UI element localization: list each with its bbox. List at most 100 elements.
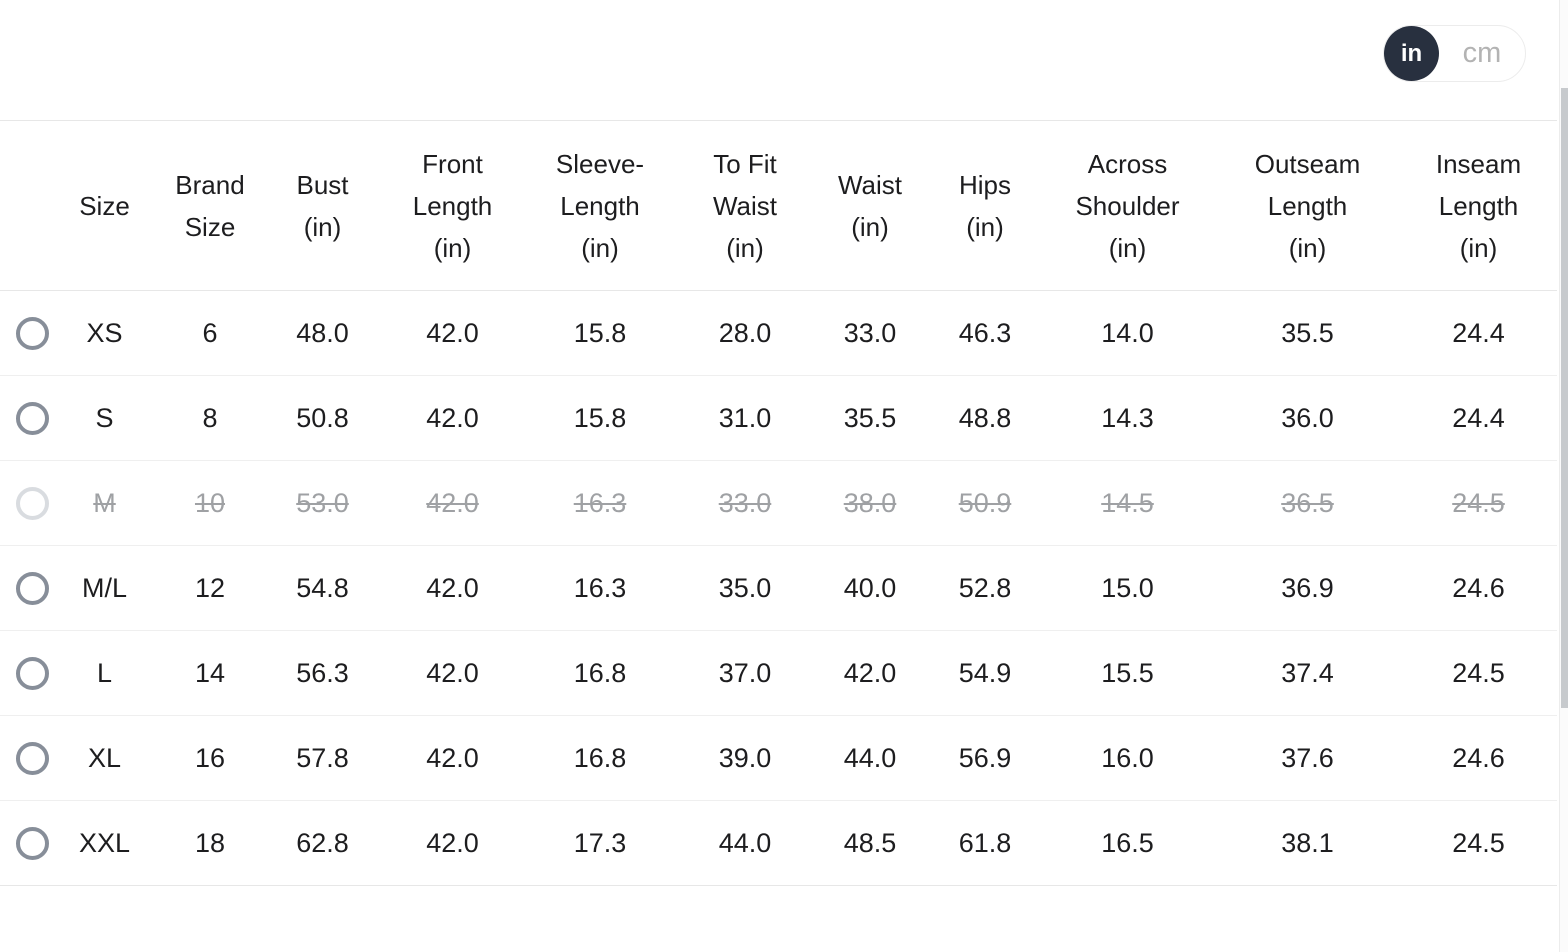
cell-to-fit-waist: 33.0 (718, 487, 772, 518)
cell-bust: 48.0 (296, 317, 349, 348)
cell-size: XS (0, 291, 160, 376)
cell-front-length: 42.0 (426, 657, 479, 688)
cell-outseam-length: 36.0 (1281, 402, 1334, 433)
cell-hips: 61.8 (958, 827, 1012, 858)
size-label: L (96, 657, 113, 688)
cell-sleeve-length: 17.3 (573, 827, 627, 858)
cell-hips: 54.9 (958, 657, 1012, 688)
size-radio[interactable] (16, 571, 49, 605)
column-header-waist: Waist (in) (837, 169, 903, 242)
cell-across-shoulder: 14.0 (1101, 317, 1154, 348)
size-label: XXL (78, 827, 131, 858)
size-radio[interactable] (16, 656, 49, 690)
table-row[interactable]: S 8 50.8 42.0 15.8 31.0 35.5 48.8 14.3 3… (0, 376, 1557, 461)
size-radio[interactable] (16, 401, 49, 435)
size-label: XS (86, 317, 123, 348)
cell-brand-size: 12 (194, 572, 226, 603)
cell-inseam-length: 24.5 (1452, 487, 1505, 518)
cell-outseam-length: 37.6 (1281, 742, 1334, 773)
cell-bust: 57.8 (296, 742, 349, 773)
table-header-row: Size Brand Size Bust (in) Front Length (… (0, 120, 1557, 291)
size-radio[interactable] (16, 486, 49, 520)
cell-size: XL (0, 716, 160, 801)
size-radio[interactable] (16, 826, 49, 860)
table-row[interactable]: XS 6 48.0 42.0 15.8 28.0 33.0 46.3 14.0 … (0, 291, 1557, 376)
cell-hips: 52.8 (958, 572, 1012, 603)
table-row[interactable]: M/L 12 54.8 42.0 16.3 35.0 40.0 52.8 15.… (0, 546, 1557, 631)
cell-bust: 62.8 (296, 827, 349, 858)
cell-brand-size: 10 (194, 487, 226, 518)
size-radio[interactable] (16, 741, 49, 775)
column-header-hips: Hips (in) (958, 169, 1011, 242)
cell-front-length: 42.0 (426, 317, 479, 348)
cell-sleeve-length: 16.3 (573, 487, 627, 518)
cell-to-fit-waist: 35.0 (718, 572, 772, 603)
cell-outseam-length: 36.9 (1281, 572, 1334, 603)
cell-hips: 48.8 (958, 402, 1012, 433)
cell-size: M (0, 461, 160, 546)
cell-across-shoulder: 14.5 (1101, 487, 1154, 518)
cell-outseam-length: 35.5 (1281, 317, 1334, 348)
cell-sleeve-length: 15.8 (573, 317, 627, 348)
cell-front-length: 42.0 (426, 827, 479, 858)
cell-across-shoulder: 14.3 (1101, 402, 1154, 433)
unit-option-in[interactable]: in (1384, 26, 1439, 81)
cell-waist: 40.0 (843, 572, 897, 603)
column-header-brand-size: Brand Size (175, 169, 245, 242)
size-label: M (93, 487, 116, 518)
column-header-to-fit-waist: To Fit Waist (in) (712, 148, 778, 263)
cell-hips: 46.3 (958, 317, 1012, 348)
vertical-scrollbar[interactable] (1559, 0, 1568, 952)
cell-to-fit-waist: 28.0 (718, 317, 772, 348)
cell-to-fit-waist: 31.0 (718, 402, 772, 433)
table-row[interactable]: L 14 56.3 42.0 16.8 37.0 42.0 54.9 15.5 … (0, 631, 1557, 716)
cell-waist: 33.0 (843, 317, 897, 348)
cell-waist: 38.0 (843, 487, 897, 518)
table-row[interactable]: XL 16 57.8 42.0 16.8 39.0 44.0 56.9 16.0… (0, 716, 1557, 801)
cell-hips: 50.9 (958, 487, 1012, 518)
cell-bust: 54.8 (296, 572, 349, 603)
size-label: XL (87, 742, 122, 773)
size-radio[interactable] (16, 316, 49, 350)
cell-brand-size: 8 (202, 402, 218, 433)
column-header-bust: Bust (in) (296, 169, 349, 242)
cell-waist: 35.5 (843, 402, 897, 433)
scrollbar-thumb[interactable] (1561, 88, 1568, 708)
cell-to-fit-waist: 39.0 (718, 742, 772, 773)
cell-across-shoulder: 15.0 (1101, 572, 1154, 603)
cell-outseam-length: 36.5 (1281, 487, 1334, 518)
cell-inseam-length: 24.6 (1452, 572, 1505, 603)
cell-brand-size: 14 (194, 657, 226, 688)
cell-hips: 56.9 (958, 742, 1012, 773)
cell-brand-size: 18 (194, 827, 226, 858)
size-label: M/L (81, 572, 127, 603)
size-chart-table: Size Brand Size Bust (in) Front Length (… (0, 120, 1557, 886)
column-header-inseam-length: Inseam Length (in) (1435, 148, 1522, 263)
unit-toggle[interactable]: in cm (1383, 25, 1526, 82)
cell-brand-size: 6 (202, 317, 218, 348)
cell-front-length: 42.0 (426, 487, 479, 518)
cell-sleeve-length: 16.8 (573, 657, 627, 688)
cell-brand-size: 16 (194, 742, 226, 773)
cell-outseam-length: 37.4 (1281, 657, 1334, 688)
size-label: S (95, 402, 114, 433)
cell-waist: 44.0 (843, 742, 897, 773)
cell-inseam-length: 24.5 (1452, 827, 1505, 858)
cell-across-shoulder: 15.5 (1101, 657, 1154, 688)
column-header-outseam-length: Outseam Length (in) (1254, 148, 1361, 263)
column-header-sleeve-length: Sleeve- Length (in) (555, 148, 645, 263)
unit-option-cm[interactable]: cm (1439, 37, 1525, 70)
cell-outseam-length: 38.1 (1281, 827, 1334, 858)
cell-across-shoulder: 16.5 (1101, 827, 1154, 858)
cell-size: XXL (0, 801, 160, 886)
cell-size: S (0, 376, 160, 461)
cell-inseam-length: 24.5 (1452, 657, 1505, 688)
cell-front-length: 42.0 (426, 572, 479, 603)
table-row[interactable]: M 10 53.0 42.0 16.3 33.0 38.0 50.9 14.5 … (0, 461, 1557, 546)
cell-to-fit-waist: 37.0 (718, 657, 772, 688)
table-row[interactable]: XXL 18 62.8 42.0 17.3 44.0 48.5 61.8 16.… (0, 801, 1557, 886)
cell-across-shoulder: 16.0 (1101, 742, 1154, 773)
column-header-across-shoulder: Across Shoulder (in) (1075, 148, 1180, 263)
cell-size: M/L (0, 546, 160, 631)
